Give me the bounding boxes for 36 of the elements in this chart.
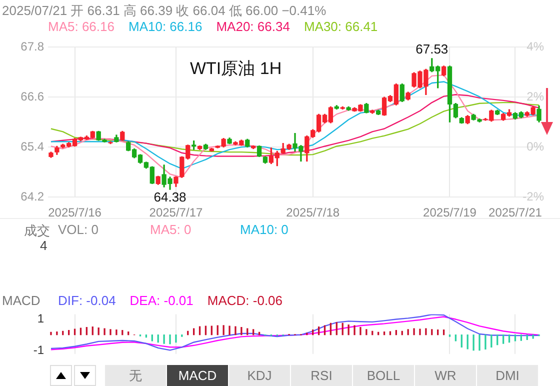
y-tick-label: 1 xyxy=(37,311,44,326)
text: BOLL xyxy=(352,365,414,386)
text: 成交 xyxy=(24,222,50,240)
candlestick xyxy=(256,145,262,157)
x-tick-label: 2025/7/16 xyxy=(48,206,102,220)
x-tick-label: 2025/7/17 xyxy=(149,206,203,220)
text: MA5: 0 xyxy=(150,222,192,237)
y-tick-label: 66.6 xyxy=(20,89,44,104)
text: MACD xyxy=(166,365,228,386)
text: 无 xyxy=(104,365,166,386)
y-tick-label: 67.8 xyxy=(20,40,44,54)
text: 4 xyxy=(40,238,48,253)
text: MA10: 0 xyxy=(240,222,288,237)
text: VOL: 0 xyxy=(58,222,98,237)
text: 2025/07/21 开 66.31 高 66.39 收 66.04 低 66.00 −0.41% xyxy=(2,2,326,20)
text: WR xyxy=(414,365,476,386)
text: DMI xyxy=(476,365,538,386)
text: KDJ xyxy=(228,365,290,386)
text: DIF: -0.04 xyxy=(58,293,116,308)
chart-title: MACD xyxy=(2,293,40,308)
text: WTI原油 1H xyxy=(190,58,282,80)
series-label: MACD: -0.06 xyxy=(207,293,283,308)
text: MA20: 66.34 xyxy=(216,19,290,34)
text: MA5: 66.16 xyxy=(48,19,114,34)
y-tick-label: 64.2 xyxy=(20,189,44,204)
y-tick-label: -1 xyxy=(33,342,44,357)
y-tick-label: 65.4 xyxy=(20,139,44,154)
text: RSI xyxy=(290,365,352,386)
text: MA30: 66.41 xyxy=(304,19,378,34)
text: DEA: -0.01 xyxy=(130,293,194,308)
text: MA10: 66.16 xyxy=(128,19,202,34)
x-tick-label: 2025/7/21 xyxy=(488,206,542,220)
annotation: 67.53 xyxy=(416,42,448,57)
x-tick-label: 2025/7/19 xyxy=(423,206,477,220)
x-tick-label: 2025/7/18 xyxy=(286,206,340,220)
annotation: 64.38 xyxy=(154,190,186,205)
